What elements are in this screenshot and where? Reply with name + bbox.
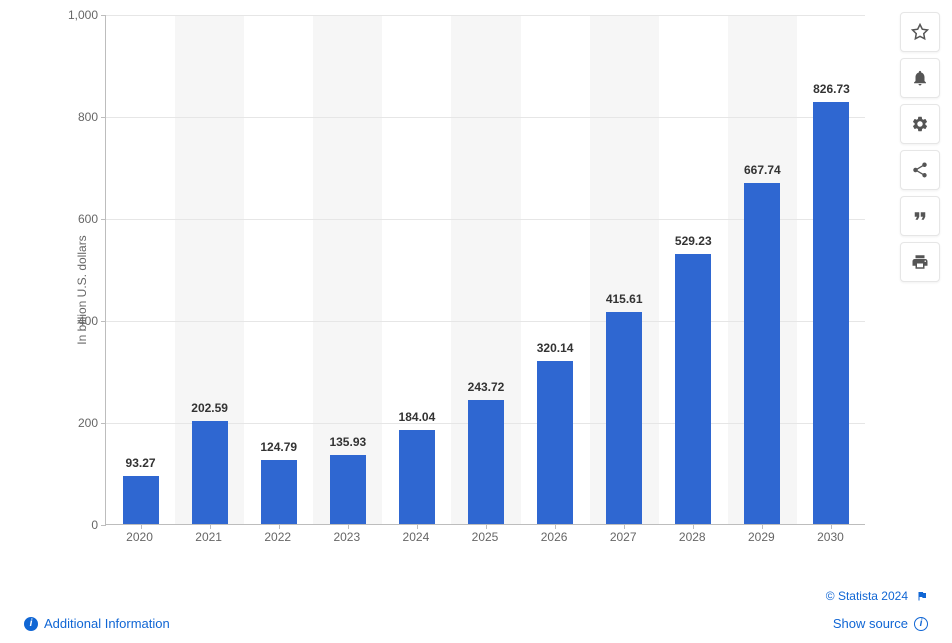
flag-icon[interactable]	[916, 590, 928, 602]
y-tick-label: 600	[58, 212, 98, 226]
y-tick	[101, 525, 106, 526]
y-tick	[101, 117, 106, 118]
y-tick-label: 800	[58, 110, 98, 124]
x-tick-label: 2022	[264, 530, 291, 544]
share-icon	[911, 161, 929, 179]
plot-area: 93.27 202.59 124.79 135.93 184.04 243.72 320.1…	[105, 15, 865, 525]
bar-value-label: 667.74	[744, 163, 781, 177]
x-tick-label: 2025	[472, 530, 499, 544]
info-icon: i	[24, 617, 38, 631]
bar[interactable]	[606, 312, 642, 524]
x-tick	[486, 524, 487, 529]
gear-icon	[911, 115, 929, 133]
y-tick-label: 1,000	[58, 8, 98, 22]
y-tick	[101, 219, 106, 220]
x-tick	[348, 524, 349, 529]
gridline	[106, 15, 865, 16]
copyright-row: © Statista 2024	[826, 589, 928, 603]
bar[interactable]	[744, 183, 780, 524]
notify-button[interactable]	[900, 58, 940, 98]
y-tick	[101, 15, 106, 16]
additional-info-label: Additional Information	[44, 616, 170, 631]
bell-icon	[911, 69, 929, 87]
additional-info-link[interactable]: i Additional Information	[24, 616, 170, 631]
settings-button[interactable]	[900, 104, 940, 144]
x-tick	[279, 524, 280, 529]
x-tick	[693, 524, 694, 529]
info-icon: i	[914, 617, 928, 631]
bar-value-label: 135.93	[329, 435, 366, 449]
y-tick-label: 0	[58, 518, 98, 532]
x-tick-label: 2030	[817, 530, 844, 544]
y-tick-label: 400	[58, 314, 98, 328]
footer: i Additional Information Show source i	[24, 616, 928, 631]
favorite-button[interactable]	[900, 12, 940, 52]
bar-value-label: 415.61	[606, 292, 643, 306]
x-tick	[624, 524, 625, 529]
show-source-label: Show source	[833, 616, 908, 631]
x-tick-label: 2020	[126, 530, 153, 544]
bar[interactable]	[468, 400, 504, 524]
x-tick-label: 2026	[541, 530, 568, 544]
bar[interactable]	[261, 460, 297, 524]
show-source-link[interactable]: Show source i	[833, 616, 928, 631]
x-tick-label: 2021	[195, 530, 222, 544]
bar[interactable]	[192, 421, 228, 524]
action-panel	[900, 12, 940, 282]
x-tick	[417, 524, 418, 529]
x-tick-label: 2027	[610, 530, 637, 544]
x-tick	[762, 524, 763, 529]
bar-value-label: 320.14	[537, 341, 574, 355]
y-axis-label: In billion U.S. dollars	[75, 235, 89, 344]
bar-value-label: 826.73	[813, 82, 850, 96]
x-tick-label: 2028	[679, 530, 706, 544]
cite-button[interactable]	[900, 196, 940, 236]
y-tick	[101, 321, 106, 322]
y-tick	[101, 423, 106, 424]
x-tick-label: 2024	[403, 530, 430, 544]
print-button[interactable]	[900, 242, 940, 282]
copyright-text: © Statista 2024	[826, 589, 908, 603]
chart-container: In billion U.S. dollars 93.27 202.59 124.7…	[60, 10, 870, 565]
bar[interactable]	[399, 430, 435, 524]
gridline	[106, 117, 865, 118]
star-icon	[911, 23, 929, 41]
share-button[interactable]	[900, 150, 940, 190]
print-icon	[911, 253, 929, 271]
bar-value-label: 93.27	[126, 456, 156, 470]
footer-right: Show source i	[833, 616, 928, 631]
bar-value-label: 124.79	[260, 440, 297, 454]
bar[interactable]	[675, 254, 711, 524]
bar-value-label: 184.04	[399, 410, 436, 424]
x-tick-label: 2023	[333, 530, 360, 544]
x-tick	[555, 524, 556, 529]
bar-value-label: 202.59	[191, 401, 228, 415]
x-tick	[210, 524, 211, 529]
x-tick	[831, 524, 832, 529]
quote-icon	[911, 207, 929, 225]
bar[interactable]	[123, 476, 159, 524]
bar-value-label: 243.72	[468, 380, 505, 394]
bar-value-label: 529.23	[675, 234, 712, 248]
bar[interactable]	[537, 361, 573, 524]
bar[interactable]	[813, 102, 849, 524]
bar[interactable]	[330, 455, 366, 524]
x-tick-label: 2029	[748, 530, 775, 544]
y-tick-label: 200	[58, 416, 98, 430]
x-tick	[141, 524, 142, 529]
